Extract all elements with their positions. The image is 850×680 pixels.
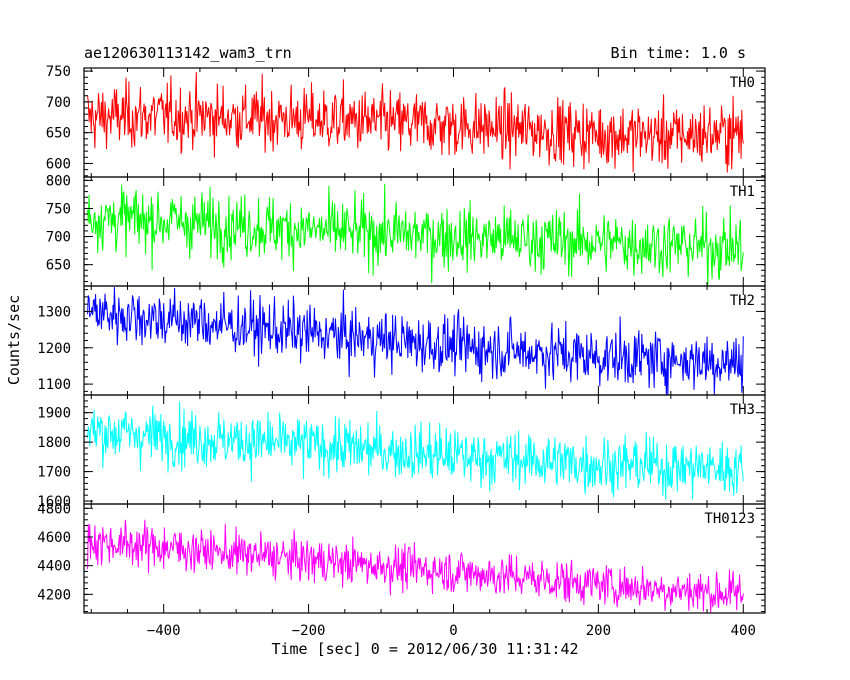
y-tick-label: 1100 — [37, 377, 71, 393]
y-tick-label: 1200 — [37, 341, 71, 357]
x-axis-label: Time [sec] 0 = 2012/06/30 11:31:42 — [271, 640, 578, 658]
y-tick-label: 1700 — [37, 465, 71, 481]
panel-th0: 600 650 700 750 TH0 — [46, 64, 766, 178]
series-line-th3 — [87, 401, 744, 500]
x-tick-label: −200 — [292, 623, 326, 639]
y-tick-label: 1900 — [37, 406, 71, 422]
y-tick-label: 650 — [46, 126, 71, 142]
series-line-th0 — [87, 71, 744, 173]
panel-label: TH1 — [730, 184, 755, 200]
x-tick-label: 200 — [586, 623, 611, 639]
panel-th0123: 4200 4400 4600 4800 TH0123 — [37, 501, 766, 614]
y-tick-label: 1300 — [37, 304, 71, 320]
y-tick-label: 650 — [46, 258, 71, 274]
panel-th1: 650 700 750 800 TH1 — [46, 173, 766, 287]
y-tick-label: 600 — [46, 156, 71, 172]
y-tick-label: 4400 — [37, 559, 71, 575]
y-tick-label: 4600 — [37, 530, 71, 546]
panel-label: TH3 — [730, 402, 755, 418]
panel-th3: 1600 1700 1800 1900 TH3 — [37, 394, 766, 510]
y-tick-label: 4200 — [37, 587, 71, 603]
panel-label: TH0 — [730, 75, 755, 91]
y-tick-label: 700 — [46, 95, 71, 111]
series-line-th2 — [87, 287, 744, 395]
x-tick-label: 0 — [449, 623, 457, 639]
y-tick-label: 750 — [46, 201, 71, 217]
x-tick-label: −400 — [147, 623, 181, 639]
series-line-th0123 — [87, 519, 744, 613]
y-tick-label: 4800 — [37, 501, 71, 517]
panel-th2: 1100 1200 1300 TH2 — [37, 285, 766, 396]
panel-label: TH0123 — [704, 511, 755, 527]
chart-title: ae120630113142_wam3_trn — [84, 44, 292, 62]
y-tick-label: 1600 — [37, 494, 71, 510]
chart-subtitle: Bin time: 1.0 s — [611, 44, 746, 62]
panel-frame — [83, 503, 766, 614]
y-tick-label: 700 — [46, 230, 71, 246]
y-axis-label: Counts/sec — [5, 295, 23, 385]
y-tick-label: 800 — [46, 173, 71, 189]
panel-label: TH2 — [730, 293, 755, 309]
x-axis-ticks: −400 −200 0 200 400 — [147, 623, 756, 639]
panels-group: 600 650 700 750 TH0 650 700 750 800 TH1 1100 1200 13… — [37, 64, 766, 614]
series-line-th1 — [87, 183, 744, 286]
panel-frame — [83, 285, 766, 396]
y-tick-label: 750 — [46, 64, 71, 80]
x-tick-label: 400 — [731, 623, 756, 639]
y-tick-label: 1800 — [37, 435, 71, 451]
